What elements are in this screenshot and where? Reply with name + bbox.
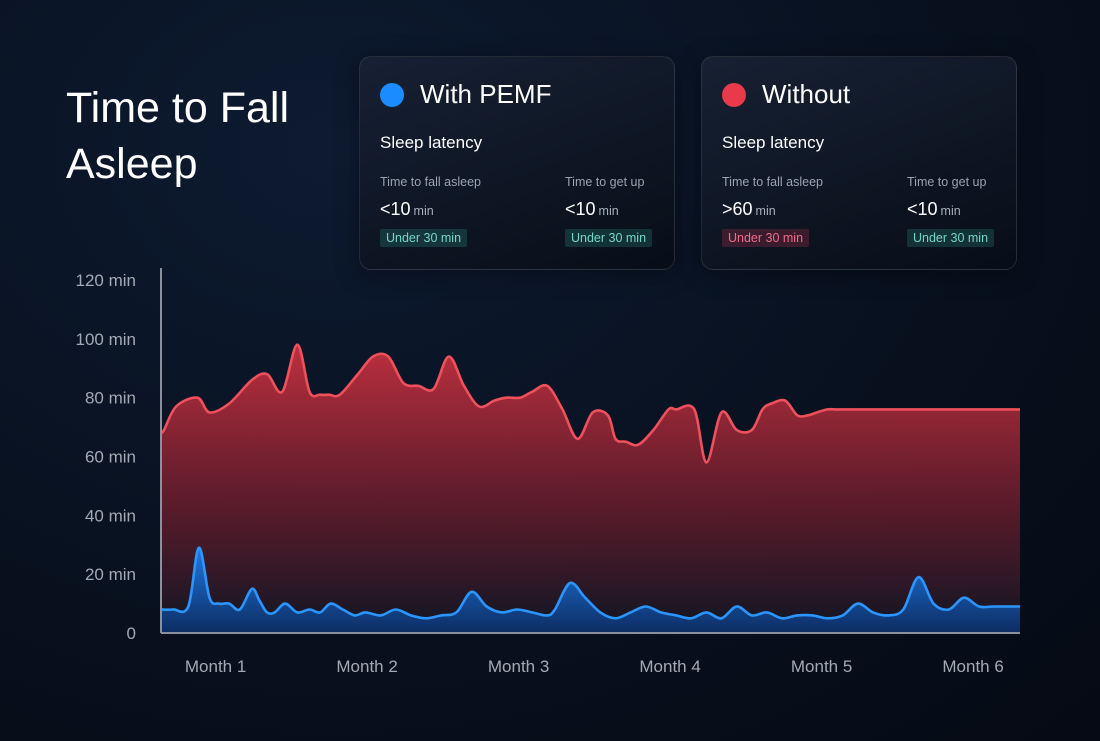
legend-card-header: With PEMF [380,79,551,110]
y-tick-label: 20 min [85,565,136,584]
status-badge: Under 30 min [380,229,468,247]
series-name: Without [762,79,851,109]
legend-card-with-pemf: With PEMF Sleep latency Time to fall asl… [359,56,675,270]
series-name: With PEMF [420,79,552,109]
y-axis-ticks: 0 20 min 40 min 60 min 80 min 100 min 120 min [76,271,136,643]
metric-time-to-fall-asleep: Time to fall asleep >60 min Under 30 min [722,175,823,247]
metric-unit: min [940,204,961,218]
metric-value: <10 min [380,199,481,220]
legend-card-header: Without [722,79,850,110]
card-subtitle: Sleep latency [380,133,483,152]
metric-unit: min [598,204,619,218]
metric-time-to-get-up: Time to get up <10 min Under 30 min [907,175,995,247]
metric-time-to-fall-asleep: Time to fall asleep <10 min Under 30 min [380,175,481,247]
status-badge: Under 30 min [565,229,653,247]
metric-label: Time to fall asleep [722,175,823,189]
chart-areas [159,343,1020,633]
x-tick-label: Month 2 [336,657,397,676]
y-tick-label: 100 min [76,330,136,349]
series-color-dot [380,82,404,107]
y-tick-label: 40 min [85,506,136,525]
series-line-without [159,343,1020,464]
page-title: Time to Fall Asleep [66,84,289,188]
area-without [161,344,1020,633]
metric-number: >60 [722,199,753,219]
metric-unit: min [413,204,434,218]
metric-label: Time to get up [565,175,645,189]
metric-label: Time to fall asleep [380,175,481,189]
area-with-pemf [161,547,1020,633]
metric-value: >60 min [722,199,823,220]
x-tick-label: Month 5 [791,657,852,676]
legend-card-without: Without Sleep latency Time to fall aslee… [701,56,1017,270]
status-badge: Under 30 min [907,229,995,247]
x-tick-label: Month 6 [942,657,1003,676]
metric-label: Time to get up [907,175,987,189]
x-tick-label: Month 1 [185,657,246,676]
metric-number: <10 [907,199,938,219]
y-tick-label: 0 [127,624,136,643]
y-tick-label: 120 min [76,271,136,290]
metric-value: <10 min [565,199,652,220]
y-tick-label: 80 min [85,389,136,408]
y-tick-label: 60 min [85,448,136,467]
x-axis-ticks: Month 1 Month 2 Month 3 Month 4 Month 5 Month… [185,657,1004,676]
metric-number: <10 [380,199,411,219]
status-badge: Under 30 min [722,229,810,247]
x-tick-label: Month 4 [639,657,700,676]
metric-unit: min [755,204,776,218]
chart-axes [160,268,1020,634]
metric-value: <10 min [907,199,994,220]
x-tick-label: Month 3 [488,657,549,676]
metric-number: <10 [565,199,596,219]
metric-time-to-get-up: Time to get up <10 min Under 30 min [565,175,653,247]
card-subtitle: Sleep latency [722,133,825,152]
series-color-dot [722,82,746,107]
series-line-with-pemf [160,546,1020,620]
